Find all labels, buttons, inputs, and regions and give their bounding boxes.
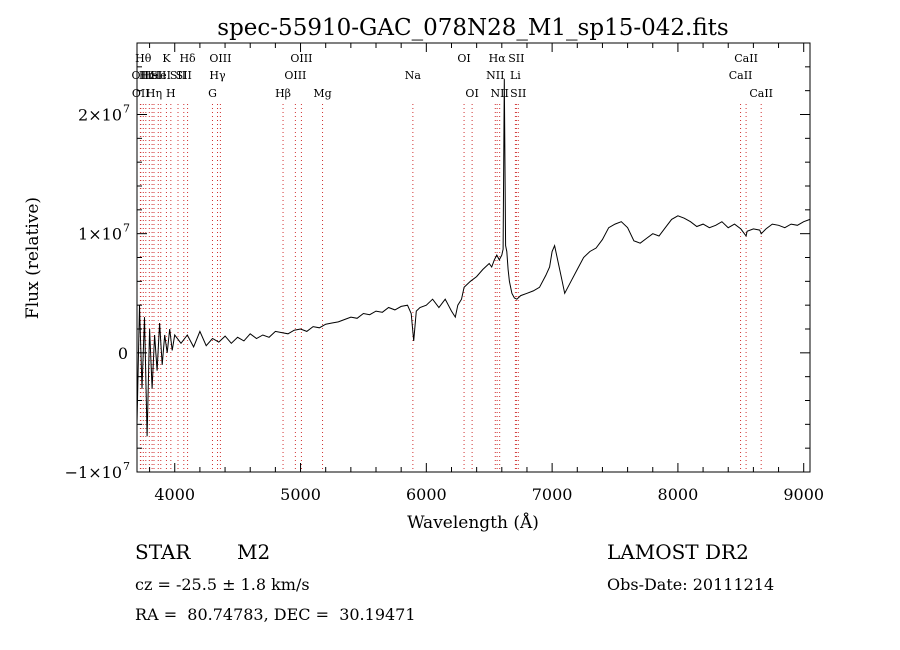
observation-date: Obs-Date: 20111214 [607, 575, 775, 594]
x-tick-label: 9000 [783, 485, 824, 504]
spectrum-series-line [136, 78, 811, 437]
coordinates-readout: RA = 80.74783, DEC = 30.19471 [135, 605, 416, 624]
spectral-line-label: Hθ [135, 52, 152, 65]
object-class: STAR [135, 540, 191, 564]
spectral-line-label: OIII [209, 52, 231, 65]
spectral-line-label: OI [465, 87, 478, 100]
spectral-line-label: Li [510, 69, 521, 82]
y-tick-exponent: 7 [123, 460, 130, 473]
spectral-line-label: G [208, 87, 217, 100]
y-axis: −1×10 701×10 72×10 7 [65, 66, 810, 482]
spectral-line-label: CaII [734, 52, 758, 65]
spectral-line-label: OII [132, 87, 150, 100]
spectral-line-label: Hα [489, 52, 507, 65]
y-tick-label: −1×10 [65, 463, 122, 482]
spectral-line-label: SII [508, 52, 524, 65]
spectral-line-label: Mg [313, 87, 331, 100]
x-tick-label: 7000 [532, 485, 573, 504]
spectral-line-label: NII [486, 69, 504, 82]
y-tick-exponent: 7 [123, 103, 130, 116]
spectral-line-label: Hι [139, 69, 153, 82]
spectral-line-label: Na [405, 69, 422, 82]
spectral-line-label: H [166, 87, 176, 100]
spectral-line-label: HeI [142, 69, 162, 82]
y-tick-label: 2×10 [78, 106, 122, 125]
spectral-line-label: OIII [284, 69, 306, 82]
plot-frame [136, 42, 811, 473]
spectral-line-label: CaII [749, 87, 773, 100]
redshift-readout: cz = -25.5 ± 1.8 km/s [135, 575, 310, 594]
x-tick-label: 5000 [280, 485, 321, 504]
spectral-line-label: Hδ [179, 52, 196, 65]
spectral-line-label: HeI [151, 69, 171, 82]
spectral-line-label: OIII [290, 52, 312, 65]
survey-release: LAMOST DR2 [607, 540, 749, 564]
x-axis: 4000 5000 6000 7000 8000 9000 [149, 43, 824, 504]
y-tick-label: 0 [118, 344, 128, 363]
spectral-line-label: Hη [146, 87, 162, 100]
spectral-line-label: K [162, 52, 171, 65]
x-tick-label: 6000 [406, 485, 447, 504]
spectral-line-label: CaII [729, 69, 753, 82]
spectral-line-label: Hβ [275, 87, 291, 100]
spectral-line-label: NII [491, 87, 509, 100]
x-tick-label: 8000 [658, 485, 699, 504]
y-axis-label: Flux (relative) [23, 197, 43, 319]
x-axis-label: Wavelength (Å) [407, 512, 539, 533]
spectral-line-label: OI [457, 52, 470, 65]
y-tick-exponent: 7 [123, 222, 130, 235]
spectral-line-label: OII [132, 69, 150, 82]
spectral-line-label: SII [176, 69, 192, 82]
spectral-line-label: SII [510, 87, 526, 100]
spectral-line-label: Hγ [209, 69, 226, 82]
spectral-line-label: SII [150, 69, 166, 82]
spectral-line-label: SII [170, 69, 186, 82]
object-subclass: M2 [237, 540, 271, 564]
spectral-line-markers: OIIOIIHθHιHeIHηSIIHeIKHSIISIIHδGHγOIIIHβ… [132, 52, 773, 472]
chart-title: spec-55910-GAC_078N28_M1_sp15-042.fits [217, 15, 728, 41]
y-tick-label: 1×10 [78, 225, 122, 244]
x-tick-label: 4000 [154, 485, 195, 504]
